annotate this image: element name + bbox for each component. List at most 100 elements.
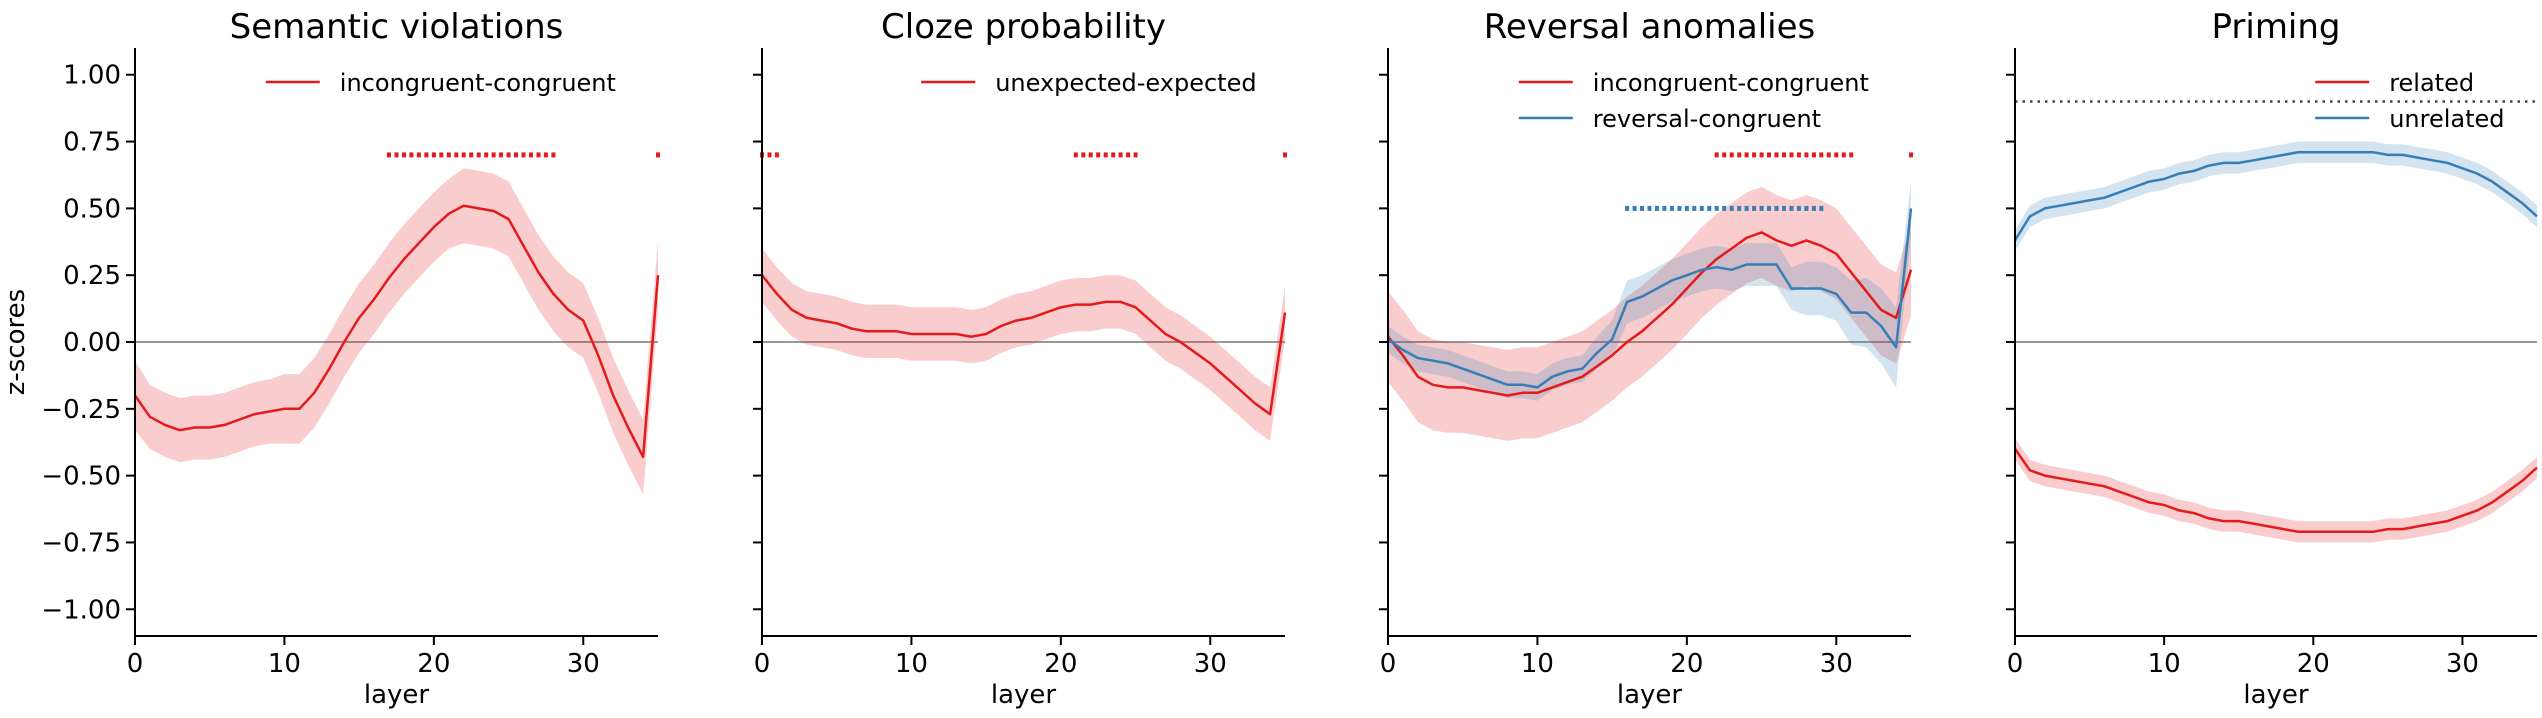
significance-dot [1752, 205, 1757, 211]
chart-title: Cloze probability [881, 7, 1166, 47]
significance-dot [1714, 152, 1719, 158]
x-axis-label: layer [2243, 680, 2309, 710]
significance-dot [1088, 152, 1093, 158]
significance-dot [446, 152, 451, 158]
x-tick-label: 30 [1820, 649, 1853, 679]
significance-dot [1677, 205, 1682, 211]
legend: unexpected-expected [921, 69, 1257, 97]
significance-dot [506, 152, 511, 158]
y-tick-label: −1.00 [41, 595, 121, 625]
chart-title: Semantic violations [230, 7, 564, 47]
significance-dot [387, 152, 391, 158]
significance-dot [461, 152, 466, 158]
significance-dot [1796, 205, 1801, 211]
chart-title: Reversal anomalies [1484, 7, 1816, 47]
significance-dot [1744, 205, 1749, 211]
significance-dot [1737, 205, 1742, 211]
significance-dot [394, 152, 399, 158]
significance-dot [1804, 152, 1809, 158]
confidence-band-1 [1388, 187, 1911, 441]
legend-label-2: unrelated [2389, 105, 2504, 133]
significance-dot [536, 152, 541, 158]
significance-dot [1819, 152, 1824, 158]
confidence-band-1 [135, 168, 658, 495]
series-line-1 [2013, 448, 2538, 534]
confidence-band-1 [762, 248, 1285, 441]
x-tick-label: 20 [1044, 649, 1077, 679]
significance-dot [476, 152, 481, 158]
legend-label-1: incongruent-congruent [1593, 69, 1869, 97]
significance-dot [431, 152, 436, 158]
significance-dot [529, 152, 533, 158]
significance-dot [1811, 152, 1816, 158]
significance-dot [1103, 152, 1108, 158]
significance-dot [767, 152, 772, 158]
y-tick-label: −0.75 [41, 528, 121, 558]
y-tick-label: 0.75 [63, 128, 121, 158]
significance-dot [1819, 205, 1824, 211]
significance-dot [1909, 152, 1913, 158]
significance-dot [1774, 152, 1779, 158]
significance-dot [1767, 152, 1771, 158]
significance-dot [1632, 205, 1637, 211]
significance-dot [1789, 205, 1794, 211]
significance-dot [1849, 152, 1854, 158]
significance-dot [1669, 205, 1674, 211]
significance-dot [1699, 205, 1704, 211]
legend-label-1: unexpected-expected [995, 69, 1256, 97]
y-tick-label: 0.50 [63, 194, 121, 224]
significance-dot [1707, 205, 1712, 211]
significance-dot [1655, 205, 1659, 211]
x-tick-label: 10 [1521, 649, 1554, 679]
significance-dot [1625, 205, 1630, 211]
significance-dot [1789, 152, 1794, 158]
significance-dot [1126, 152, 1131, 158]
x-tick-label: 0 [1380, 649, 1397, 679]
x-tick-label: 30 [2446, 649, 2479, 679]
y-tick-label: −0.25 [41, 395, 121, 425]
significance-dot [1722, 152, 1727, 158]
x-tick-label: 20 [2297, 649, 2330, 679]
significance-dot [1692, 205, 1697, 211]
significance-dot [1804, 205, 1809, 211]
chart-panel-2: 0 10 20 30 Cloze probability layer unexpected-… [753, 7, 1287, 710]
x-tick-label: 0 [127, 649, 144, 679]
significance-dot [1811, 205, 1816, 211]
chart-panel-4: 0 10 20 30 Priming layer related unrelated [2006, 7, 2538, 710]
significance-dot [1714, 205, 1719, 211]
series-line-2 [2013, 150, 2538, 242]
series-line-1 [1387, 231, 1913, 397]
significance-dot [1759, 205, 1764, 211]
significance-dot [1111, 152, 1116, 158]
significance-dot [1283, 152, 1287, 158]
significance-dot [454, 152, 459, 158]
significance-dot [1834, 152, 1839, 158]
legend-label-1: related [2389, 69, 2474, 97]
significance-dot [402, 152, 406, 158]
significance-dot [1744, 152, 1749, 158]
x-tick-label: 0 [754, 649, 771, 679]
legend-label-1: incongruent-congruent [340, 69, 616, 97]
chart-panel-3: 0 10 20 30 Reversal anomalies layer incongruen… [1379, 7, 1913, 710]
significance-dot [491, 152, 496, 158]
significance-dot [469, 152, 474, 158]
confidence-band-2 [2015, 141, 2537, 252]
significance-dot [424, 152, 429, 158]
significance-dot [499, 152, 504, 158]
significance-dot [1782, 152, 1786, 158]
significance-dot [1647, 205, 1652, 211]
significance-dot [1081, 152, 1086, 158]
significance-dot [521, 152, 526, 158]
x-tick-label: 10 [895, 649, 928, 679]
confidence-band-1 [2015, 438, 2537, 543]
y-tick-label: 0.25 [63, 261, 121, 291]
significance-dot [543, 152, 548, 158]
significance-dot [416, 152, 421, 158]
y-axis-label: z-scores [1, 289, 31, 395]
legend: incongruent-congruent [265, 69, 616, 97]
significance-dot [1684, 205, 1689, 211]
x-tick-label: 10 [2148, 649, 2181, 679]
legend-label-2: reversal-congruent [1593, 105, 1821, 133]
chart-title: Priming [2211, 7, 2340, 47]
